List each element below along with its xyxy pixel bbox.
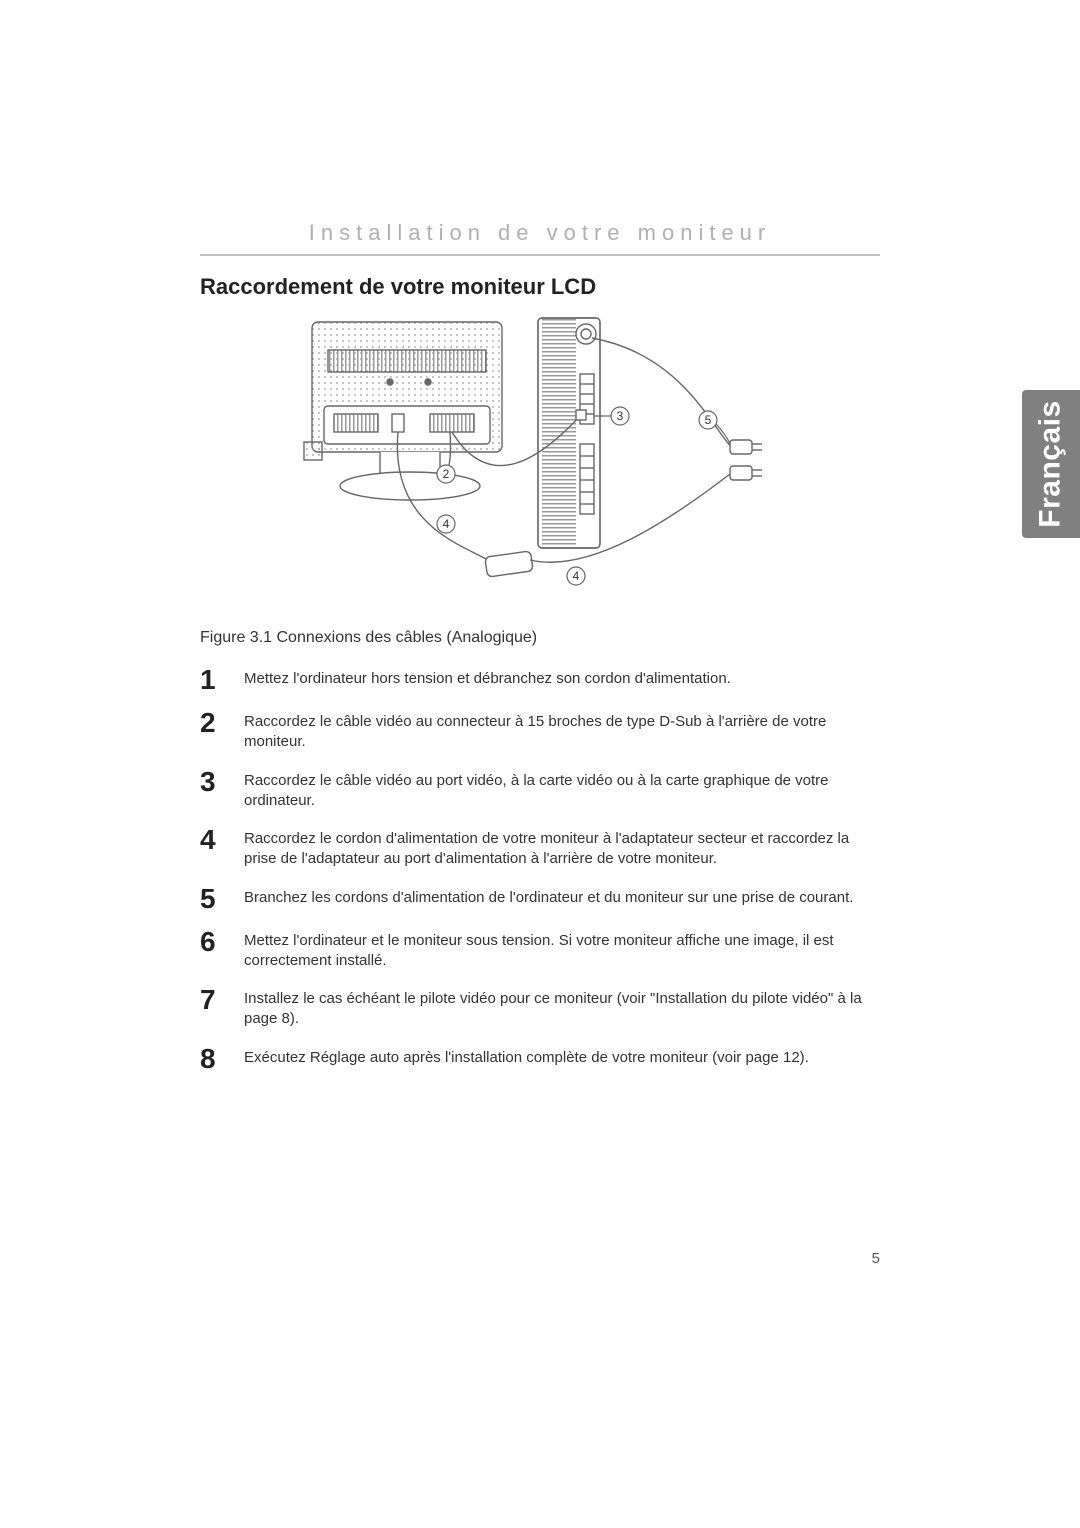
step-row: 4 Raccordez le cordon d'alimentation de …	[200, 825, 880, 870]
step-text: Mettez l'ordinateur et le moniteur sous …	[244, 927, 880, 972]
step-row: 7 Installez le cas échéant le pilote vid…	[200, 985, 880, 1030]
step-row: 1 Mettez l'ordinateur hors tension et dé…	[200, 665, 880, 694]
step-number: 5	[200, 884, 244, 913]
step-row: 6 Mettez l'ordinateur et le moniteur sou…	[200, 927, 880, 972]
page-number: 5	[872, 1250, 880, 1267]
step-number: 2	[200, 708, 244, 737]
language-tab: Français	[1022, 390, 1080, 538]
step-row: 3 Raccordez le câble vidéo au port vidéo…	[200, 767, 880, 812]
steps-list: 1 Mettez l'ordinateur hors tension et dé…	[200, 665, 880, 1073]
step-text: Exécutez Réglage auto après l'installati…	[244, 1044, 809, 1068]
step-text: Raccordez le câble vidéo au connecteur à…	[244, 708, 880, 753]
section-title: Raccordement de votre moniteur LCD	[200, 274, 880, 300]
step-text: Raccordez le câble vidéo au port vidéo, …	[244, 767, 880, 812]
chapter-header: Installation de votre moniteur	[200, 220, 880, 256]
figure-caption: Figure 3.1 Connexions des câbles (Analog…	[200, 629, 880, 647]
step-number: 1	[200, 665, 244, 694]
step-text: Mettez l'ordinateur hors tension et débr…	[244, 665, 731, 689]
step-number: 6	[200, 927, 244, 956]
language-tab-label: Français	[1034, 400, 1068, 527]
step-text: Raccordez le cordon d'alimentation de vo…	[244, 825, 880, 870]
step-number: 7	[200, 985, 244, 1014]
step-number: 8	[200, 1044, 244, 1073]
callout-2-label: 2	[443, 467, 450, 481]
step-number: 3	[200, 767, 244, 796]
callout-4b-label: 4	[573, 569, 580, 583]
step-number: 4	[200, 825, 244, 854]
step-row: 2 Raccordez le câble vidéo au connecteur…	[200, 708, 880, 753]
callout-5-label: 5	[705, 413, 712, 427]
callout-3-label: 3	[617, 409, 624, 423]
callout-4a-label: 4	[443, 517, 450, 531]
step-row: 5 Branchez les cordons d'alimentation de…	[200, 884, 880, 913]
step-row: 8 Exécutez Réglage auto après l'installa…	[200, 1044, 880, 1073]
step-text: Installez le cas échéant le pilote vidéo…	[244, 985, 880, 1030]
step-text: Branchez les cordons d'alimentation de l…	[244, 884, 853, 908]
connection-diagram: 2 3 4 4 5	[200, 314, 880, 609]
